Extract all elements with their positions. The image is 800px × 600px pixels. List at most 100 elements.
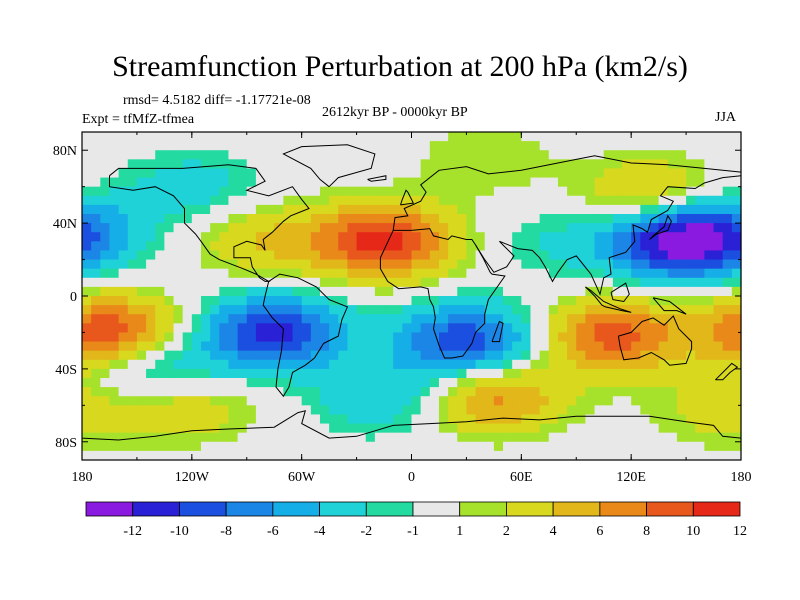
field-cell — [521, 132, 532, 142]
field-cell — [365, 414, 376, 425]
field-cell — [622, 414, 632, 425]
field-cell — [210, 368, 220, 379]
field-cell — [420, 168, 431, 179]
field-cell — [557, 414, 568, 425]
field-cell — [448, 323, 458, 334]
field-cell — [631, 250, 641, 261]
field-cell — [338, 268, 349, 279]
field-cell — [347, 341, 358, 352]
field-cell — [521, 332, 532, 343]
field-cell — [283, 159, 294, 170]
field-cell — [393, 305, 403, 315]
field-cell — [539, 368, 550, 379]
field-cell — [557, 286, 568, 297]
field-cell — [182, 223, 193, 233]
field-cell — [301, 268, 312, 279]
field-cell — [91, 332, 101, 343]
field-cell — [118, 414, 129, 425]
field-cell — [704, 232, 715, 242]
field-cell — [612, 168, 623, 179]
field-cell — [127, 396, 138, 406]
field-cell — [420, 414, 431, 425]
field-cell — [82, 405, 92, 416]
field-cell — [155, 204, 165, 215]
field-cell — [301, 132, 312, 142]
field-cell — [127, 296, 138, 306]
field-cell — [347, 296, 358, 306]
field-cell — [100, 305, 111, 315]
field-cell — [274, 441, 284, 452]
field-cell — [109, 150, 120, 160]
field-cell — [146, 204, 156, 215]
field-cell — [704, 241, 715, 252]
field-cell — [109, 286, 120, 297]
field-cell — [512, 277, 522, 288]
field-cell — [356, 378, 367, 388]
field-cell — [576, 359, 587, 370]
field-cell — [539, 286, 550, 297]
field-cell — [292, 341, 303, 352]
field-cell — [301, 186, 312, 197]
x-tick-label: 60W — [288, 470, 316, 485]
field-cell — [283, 332, 294, 343]
field-cell — [530, 268, 541, 279]
coastline — [652, 297, 687, 315]
field-cell — [658, 378, 669, 388]
field-cell — [219, 204, 230, 215]
field-cell — [658, 150, 669, 160]
field-cell — [82, 378, 92, 388]
field-cell — [448, 405, 458, 416]
field-cell — [695, 177, 705, 188]
field-cell — [640, 314, 651, 324]
field-cell — [155, 341, 165, 352]
field-cell — [393, 159, 403, 170]
field-cell — [402, 378, 413, 388]
field-cell — [384, 204, 394, 215]
field-cell — [649, 168, 660, 179]
field-cell — [356, 296, 367, 306]
field-cell — [429, 359, 440, 370]
field-cell — [347, 204, 358, 215]
field-cell — [713, 378, 724, 388]
field-cell — [411, 341, 422, 352]
field-cell — [146, 387, 156, 397]
field-cell — [640, 359, 651, 370]
field-cell — [658, 432, 669, 443]
field-cell — [603, 350, 614, 361]
field-cell — [310, 423, 321, 434]
field-cell — [155, 277, 165, 288]
field-cell — [246, 268, 257, 279]
field-cell — [649, 268, 660, 279]
field-cell — [347, 332, 358, 343]
field-cell — [548, 314, 559, 324]
field-cell — [191, 423, 202, 434]
field-cell — [612, 277, 623, 288]
field-cell — [91, 423, 101, 434]
field-cell — [265, 159, 275, 170]
field-cell — [365, 259, 376, 270]
field-cell — [210, 132, 220, 142]
field-cell — [640, 450, 651, 461]
field-cell — [539, 214, 550, 224]
field-cell — [484, 232, 495, 242]
field-cell — [237, 332, 248, 343]
field-cell — [182, 441, 193, 452]
field-cell — [521, 305, 532, 315]
field-cell — [429, 332, 440, 343]
field-cell — [612, 150, 623, 160]
field-cell — [329, 405, 339, 416]
field-cell — [100, 159, 111, 170]
field-cell — [393, 368, 403, 379]
field-cell — [219, 223, 230, 233]
field-cell — [594, 387, 605, 397]
field-cell — [548, 405, 559, 416]
field-cell — [191, 323, 202, 334]
field-cell — [640, 396, 651, 406]
field-cell — [237, 168, 248, 179]
field-cell — [265, 396, 275, 406]
field-cell — [301, 241, 312, 252]
field-cell — [182, 432, 193, 443]
field-cell — [429, 195, 440, 206]
field-cell — [164, 259, 175, 270]
field-cell — [109, 214, 120, 224]
